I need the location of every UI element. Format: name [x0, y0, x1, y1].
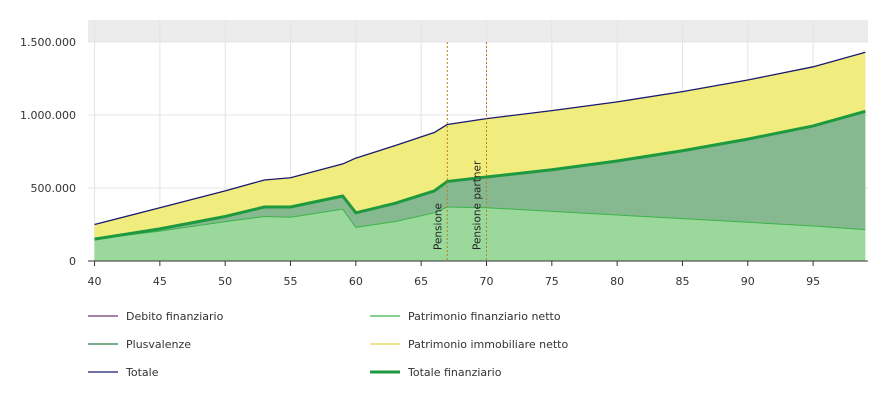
- vertical-marker-label: Pensione: [432, 203, 444, 250]
- x-tick-label: 70: [479, 275, 493, 288]
- y-tick-label: 0: [69, 255, 76, 268]
- legend-item-patrimonio-immobiliare-netto[interactable]: Patrimonio immobiliare netto: [370, 331, 568, 357]
- x-tick-label: 60: [349, 275, 363, 288]
- x-tick-label: 85: [675, 275, 689, 288]
- y-tick-label: 1.500.000: [20, 36, 76, 49]
- vertical-markers: Pensione Pensione partner: [432, 42, 487, 261]
- chart: Pensione Pensione partner 40 45 50 55 60 65 70 7…: [20, 20, 868, 288]
- legend-swatch-totale: [88, 371, 118, 373]
- legend-item-totale-finanziario[interactable]: Totale finanziario: [370, 359, 501, 385]
- legend-swatch-patrimonio-finanziario-netto: [370, 315, 400, 317]
- x-tick-label: 80: [610, 275, 624, 288]
- vertical-marker-label: Pensione partner: [471, 160, 483, 250]
- y-tick-label: 1.000.000: [20, 109, 76, 122]
- axes: 40 45 50 55 60 65 70 75 80 85 90 95 0 500.000 1.000.00…: [20, 36, 868, 288]
- legend-label: Totale: [126, 365, 159, 379]
- x-tick-label: 45: [153, 275, 167, 288]
- legend-label: Patrimonio immobiliare netto: [408, 337, 569, 351]
- legend-item-patrimonio-finanziario-netto[interactable]: Patrimonio finanziario netto: [370, 303, 561, 329]
- x-tick-label: 50: [218, 275, 232, 288]
- x-tick-label: 75: [545, 275, 559, 288]
- line-totale: [94, 51, 866, 226]
- legend-label: Patrimonio finanziario netto: [408, 309, 561, 323]
- line-totale-finanziario: [94, 109, 866, 241]
- legend-label: Plusvalenze: [126, 337, 191, 351]
- area-patrimonio-immobiliare-netto: [94, 52, 866, 240]
- x-tick-label: 55: [284, 275, 298, 288]
- legend-item-plusvalenze[interactable]: Plusvalenze: [88, 331, 191, 357]
- y-tick-label: 500.000: [31, 182, 77, 195]
- legend-swatch-patrimonio-immobiliare-netto: [370, 343, 400, 345]
- legend-swatch-plusvalenze: [88, 343, 118, 345]
- legend-label: Totale finanziario: [408, 365, 502, 379]
- legend-swatch-totale-finanziario: [370, 370, 400, 374]
- x-tick-label: 40: [88, 275, 102, 288]
- line-layer: [94, 51, 866, 241]
- legend-label: Debito finanziario: [126, 309, 224, 323]
- plot-top-band: [88, 20, 868, 42]
- x-tick-label: 65: [414, 275, 428, 288]
- x-tick-label: 90: [741, 275, 755, 288]
- legend-item-debito-finanziario[interactable]: Debito finanziario: [88, 303, 223, 329]
- legend-item-totale[interactable]: Totale: [88, 359, 158, 385]
- area-patrimonio-finanziario-netto: [94, 206, 866, 261]
- x-tick-label: 95: [806, 275, 820, 288]
- line-patrimonio-finanziario-netto: [94, 206, 866, 240]
- legend-swatch-debito-finanziario: [88, 315, 118, 317]
